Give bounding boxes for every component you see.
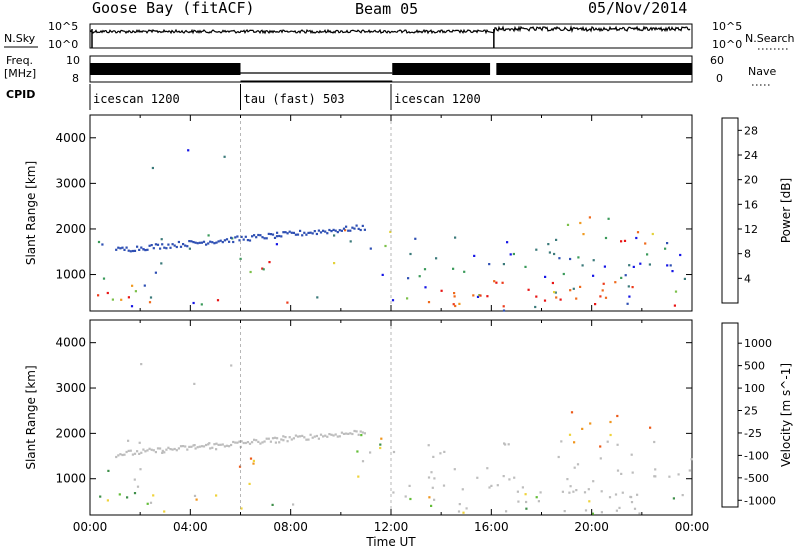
nave-axis-bottom: 0 — [716, 72, 723, 85]
colorbar-label: Power [dB] — [779, 178, 793, 243]
freq-block — [496, 63, 692, 75]
colorbar-frame — [721, 117, 739, 304]
x-tick-label: 08:00 — [273, 520, 308, 534]
x-tick-label: 12:00 — [374, 520, 409, 534]
nsky-label: N.Sky — [4, 32, 36, 45]
freq-axis-bottom: 8 — [72, 72, 79, 85]
colorbar-tick-label: 500 — [744, 360, 765, 373]
nave-label: Nave — [748, 65, 776, 78]
colorbar-tick-label: 24 — [744, 149, 758, 162]
colorbar-frame — [721, 322, 739, 508]
colorbar-tick-label: 4 — [744, 272, 751, 285]
beam-title: Beam 05 — [355, 0, 418, 18]
noise-axis-top: 10^5 — [48, 20, 78, 33]
colorbar-tick-label: 20 — [744, 174, 758, 187]
colorbar-tick-label: 25 — [744, 405, 758, 418]
y-tick-label: 1000 — [55, 268, 86, 282]
x-tick-label: 04:00 — [173, 520, 208, 534]
date-title: 05/Nov/2014 — [588, 0, 687, 17]
colorbar-label: Velocity [m s^-1] — [779, 363, 793, 467]
x-axis-label: Time UT — [365, 535, 416, 549]
freq-block — [392, 63, 491, 75]
colorbar-tick-label: -500 — [744, 472, 769, 485]
y-tick-label: 4000 — [55, 131, 86, 145]
colorbar-tick-label: 16 — [744, 198, 758, 211]
y-tick-label: 2000 — [55, 222, 86, 236]
x-tick-label: 16:00 — [474, 520, 509, 534]
noise-trace — [89, 24, 691, 35]
freq-unit-label: [MHz] — [4, 67, 36, 80]
colorbar-tick-label: 8 — [744, 248, 751, 261]
nsearch-axis-bottom: 10^0 — [712, 38, 742, 51]
x-tick-label: 00:00 — [73, 520, 108, 534]
y-tick-label: 4000 — [55, 336, 86, 350]
cpid-segment-label: tau (fast) 503 — [244, 92, 345, 106]
y-axis-label: Slant Range [km] — [24, 365, 38, 469]
power-heatmap-cells — [97, 149, 686, 312]
noise-axis-bottom: 10^0 — [48, 38, 78, 51]
nave-axis-top: 60 — [710, 54, 724, 67]
freq-label: Freq. — [6, 54, 33, 67]
y-tick-label: 2000 — [55, 426, 86, 440]
cpid-segment-label: icescan 1200 — [394, 92, 481, 106]
x-tick-label: 00:00 — [675, 520, 710, 534]
colorbar-tick-label: 100 — [744, 382, 765, 395]
colorbar-tick-label: 12 — [744, 223, 758, 236]
colorbar-tick-label: 28 — [744, 124, 758, 137]
freq-block — [90, 63, 241, 75]
freq-axis-top: 10 — [66, 54, 80, 67]
y-tick-label: 3000 — [55, 381, 86, 395]
y-tick-label: 1000 — [55, 472, 86, 486]
colorbar-tick-label: -100 — [744, 449, 769, 462]
cpid-segment-label: icescan 1200 — [93, 92, 180, 106]
colorbar-tick-label: -1000 — [744, 494, 776, 507]
x-tick-label: 20:00 — [574, 520, 609, 534]
colorbar-tick-label: 1000 — [744, 337, 772, 350]
cpid-label: CPID — [6, 88, 35, 101]
y-axis-label: Slant Range [km] — [24, 161, 38, 265]
colorbar-tick-label: -25 — [744, 427, 762, 440]
noise-panel-frame — [89, 23, 693, 49]
station-title: Goose Bay (fitACF) — [92, 0, 255, 17]
nsearch-label: N.Search — [745, 32, 795, 45]
velocity-heatmap-cells — [99, 363, 693, 515]
y-tick-label: 3000 — [55, 176, 86, 190]
nsearch-axis-top: 10^5 — [712, 20, 742, 33]
